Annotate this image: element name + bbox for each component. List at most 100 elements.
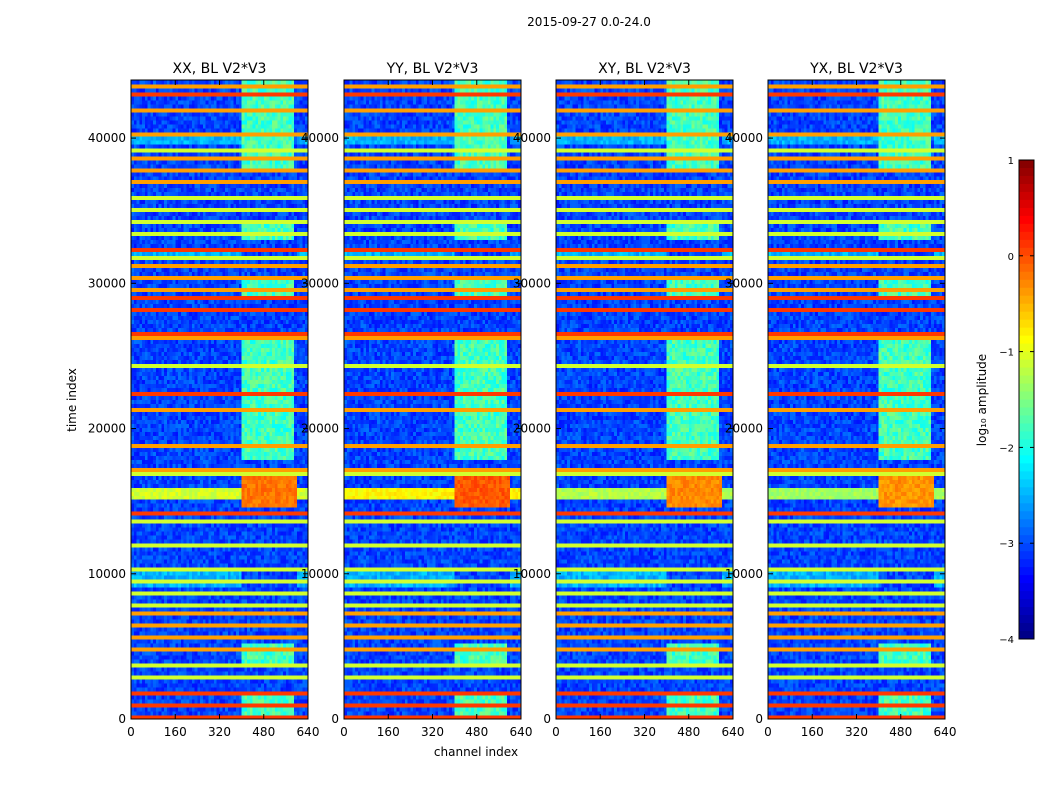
heatmap-cell xyxy=(239,655,242,659)
heatmap-cell xyxy=(197,675,200,679)
heatmap-cell xyxy=(300,667,303,671)
heatmap-cell xyxy=(264,707,267,711)
heatmap-cell xyxy=(203,671,206,675)
heatmap-cell xyxy=(134,679,137,683)
heatmap-cell xyxy=(142,683,145,687)
heatmap-cell xyxy=(197,699,200,703)
heatmap-cell xyxy=(283,683,286,687)
heatmap-cell xyxy=(278,707,281,711)
heatmap-cell xyxy=(189,663,192,667)
heatmap-cell xyxy=(170,675,173,679)
heatmap-cell xyxy=(286,679,289,683)
heatmap-cell xyxy=(134,687,137,691)
heatmap-cell xyxy=(148,703,151,707)
heatmap-cell xyxy=(267,679,270,683)
heatmap-cell xyxy=(302,703,305,707)
heatmap-cell xyxy=(236,651,239,655)
heatmap-cell xyxy=(253,707,256,711)
heatmap-cell xyxy=(156,711,159,715)
heatmap-cell xyxy=(148,683,151,687)
heatmap-cell xyxy=(247,655,250,659)
heatmap-cell xyxy=(170,683,173,687)
heatmap-cell xyxy=(289,695,292,699)
heatmap-cell xyxy=(253,675,256,679)
heatmap-cell xyxy=(264,663,267,667)
heatmap-cell xyxy=(278,683,281,687)
heatmap-cell xyxy=(206,671,209,675)
heatmap-cell xyxy=(145,651,148,655)
heatmap-cell xyxy=(175,659,178,663)
heatmap-cell xyxy=(280,675,283,679)
heatmap-cell xyxy=(217,699,220,703)
heatmap-cell xyxy=(145,691,148,695)
heatmap-cell xyxy=(167,687,170,691)
heatmap-cell xyxy=(197,691,200,695)
heatmap-cell xyxy=(211,691,214,695)
heatmap-cell xyxy=(145,659,148,663)
heatmap-cell xyxy=(214,651,217,655)
heatmap-cell xyxy=(181,711,184,715)
heatmap-cell xyxy=(142,711,145,715)
heatmap-cell xyxy=(233,703,236,707)
heatmap-cell xyxy=(192,659,195,663)
heatmap-cell xyxy=(139,651,142,655)
heatmap-cell xyxy=(302,671,305,675)
heatmap-cell xyxy=(225,659,228,663)
heatmap-cell xyxy=(264,703,267,707)
heatmap-cell xyxy=(225,703,228,707)
heatmap-cell xyxy=(153,703,156,707)
heatmap-cell xyxy=(139,687,142,691)
heatmap-cell xyxy=(156,659,159,663)
heatmap-cell xyxy=(208,683,211,687)
heatmap-cell xyxy=(175,663,178,667)
heatmap-cell xyxy=(275,695,278,699)
heatmap-cell xyxy=(280,683,283,687)
heatmap-cell xyxy=(261,679,264,683)
heatmap-cell xyxy=(258,703,261,707)
heatmap-cell xyxy=(302,675,305,679)
heatmap-cell xyxy=(222,703,225,707)
heatmap-cell xyxy=(142,687,145,691)
heatmap-cell xyxy=(300,699,303,703)
heatmap-cell xyxy=(283,655,286,659)
heatmap-cell xyxy=(264,695,267,699)
heatmap-cell xyxy=(153,671,156,675)
heatmap-cell xyxy=(134,703,137,707)
heatmap-cell xyxy=(233,691,236,695)
heatmap-cell xyxy=(300,683,303,687)
heatmap-cell xyxy=(197,651,200,655)
heatmap-cell xyxy=(214,699,217,703)
heatmap-cell xyxy=(228,679,231,683)
heatmap-cell xyxy=(150,699,153,703)
heatmap-cell xyxy=(181,663,184,667)
heatmap-cell xyxy=(156,687,159,691)
heatmap-cell xyxy=(220,687,223,691)
heatmap-cell xyxy=(161,707,164,711)
heatmap-cell xyxy=(175,707,178,711)
heatmap-cell xyxy=(156,679,159,683)
heatmap-cell xyxy=(239,651,242,655)
heatmap-cell xyxy=(275,651,278,655)
heatmap-cell xyxy=(159,675,162,679)
heatmap-cell xyxy=(214,679,217,683)
heatmap-cell xyxy=(275,703,278,707)
heatmap-cell xyxy=(208,651,211,655)
heatmap-cell xyxy=(222,695,225,699)
heatmap-cell xyxy=(195,651,198,655)
heatmap-cell xyxy=(167,707,170,711)
heatmap-cell xyxy=(142,651,145,655)
heatmap-cell xyxy=(289,691,292,695)
heatmap-cell xyxy=(172,651,175,655)
heatmap-cell xyxy=(156,655,159,659)
heatmap-cell xyxy=(186,687,189,691)
heatmap-cell xyxy=(247,711,250,715)
heatmap-cell xyxy=(211,671,214,675)
heatmap-cell xyxy=(170,707,173,711)
heatmap-cell xyxy=(272,711,275,715)
heatmap-cell xyxy=(225,699,228,703)
heatmap-cell xyxy=(217,663,220,667)
heatmap-cell xyxy=(244,663,247,667)
heatmap-cell xyxy=(297,675,300,679)
heatmap-cell xyxy=(242,703,245,707)
heatmap-cell xyxy=(228,703,231,707)
